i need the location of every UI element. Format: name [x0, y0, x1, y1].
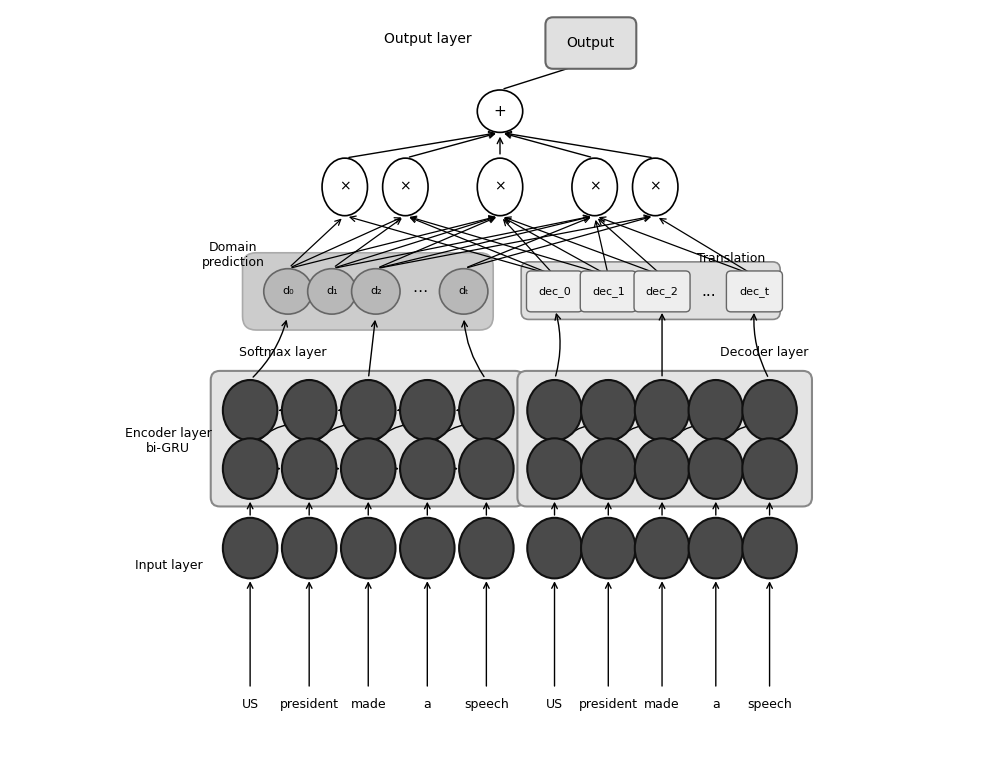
- Text: Domain
prediction: Domain prediction: [202, 241, 265, 269]
- Text: speech: speech: [464, 698, 509, 711]
- Ellipse shape: [223, 518, 277, 578]
- Ellipse shape: [439, 269, 488, 314]
- Ellipse shape: [223, 439, 277, 499]
- Ellipse shape: [689, 518, 743, 578]
- Ellipse shape: [341, 439, 396, 499]
- Text: a: a: [712, 698, 720, 711]
- Ellipse shape: [459, 380, 514, 441]
- Text: speech: speech: [747, 698, 792, 711]
- Ellipse shape: [742, 518, 797, 578]
- Ellipse shape: [282, 380, 336, 441]
- Text: ...: ...: [701, 284, 716, 299]
- Ellipse shape: [341, 380, 396, 441]
- Ellipse shape: [459, 439, 514, 499]
- FancyBboxPatch shape: [634, 271, 690, 312]
- Ellipse shape: [742, 439, 797, 499]
- Text: ×: ×: [589, 180, 600, 194]
- Ellipse shape: [527, 518, 582, 578]
- FancyBboxPatch shape: [211, 371, 524, 506]
- Text: ×: ×: [400, 180, 411, 194]
- Ellipse shape: [635, 439, 689, 499]
- Text: ×: ×: [649, 180, 661, 194]
- Text: dₜ: dₜ: [458, 287, 469, 296]
- Text: ×: ×: [339, 180, 351, 194]
- Ellipse shape: [477, 158, 523, 216]
- Ellipse shape: [581, 380, 636, 441]
- Ellipse shape: [400, 439, 455, 499]
- Ellipse shape: [635, 380, 689, 441]
- Ellipse shape: [633, 158, 678, 216]
- Ellipse shape: [527, 380, 582, 441]
- Ellipse shape: [689, 439, 743, 499]
- Text: Output: Output: [567, 36, 615, 50]
- Text: ×: ×: [494, 180, 506, 194]
- Text: Translation: Translation: [697, 252, 765, 265]
- Ellipse shape: [341, 518, 396, 578]
- Text: dec_2: dec_2: [646, 286, 678, 297]
- Text: Output layer: Output layer: [384, 32, 472, 46]
- Ellipse shape: [527, 439, 582, 499]
- Text: US: US: [546, 698, 563, 711]
- Ellipse shape: [477, 90, 523, 132]
- Text: d₂: d₂: [370, 287, 382, 296]
- Text: US: US: [242, 698, 259, 711]
- Text: made: made: [644, 698, 680, 711]
- Ellipse shape: [223, 380, 277, 441]
- Ellipse shape: [581, 439, 636, 499]
- FancyBboxPatch shape: [527, 271, 583, 312]
- FancyBboxPatch shape: [580, 271, 636, 312]
- Ellipse shape: [322, 158, 367, 216]
- Ellipse shape: [352, 269, 400, 314]
- Text: president: president: [280, 698, 339, 711]
- Ellipse shape: [581, 518, 636, 578]
- Text: Decoder layer: Decoder layer: [720, 347, 808, 359]
- Ellipse shape: [400, 380, 455, 441]
- Text: dec_0: dec_0: [538, 286, 571, 297]
- Text: Input layer: Input layer: [135, 559, 202, 572]
- FancyBboxPatch shape: [517, 371, 812, 506]
- Text: a: a: [423, 698, 431, 711]
- FancyBboxPatch shape: [521, 262, 780, 319]
- Text: dec_1: dec_1: [592, 286, 625, 297]
- Ellipse shape: [459, 518, 514, 578]
- Ellipse shape: [383, 158, 428, 216]
- Ellipse shape: [282, 518, 336, 578]
- Ellipse shape: [635, 518, 689, 578]
- FancyBboxPatch shape: [545, 17, 636, 69]
- Ellipse shape: [742, 380, 797, 441]
- Ellipse shape: [282, 439, 336, 499]
- Text: Softmax layer: Softmax layer: [239, 347, 326, 359]
- Text: ⋯: ⋯: [412, 284, 427, 299]
- FancyBboxPatch shape: [243, 253, 493, 330]
- FancyBboxPatch shape: [726, 271, 782, 312]
- Text: d₀: d₀: [282, 287, 294, 296]
- Ellipse shape: [308, 269, 356, 314]
- Ellipse shape: [689, 380, 743, 441]
- Ellipse shape: [572, 158, 617, 216]
- Text: d₁: d₁: [326, 287, 338, 296]
- Text: made: made: [350, 698, 386, 711]
- Text: dec_t: dec_t: [739, 286, 769, 297]
- Text: president: president: [579, 698, 638, 711]
- Ellipse shape: [400, 518, 455, 578]
- Ellipse shape: [264, 269, 312, 314]
- Text: Encoder layer
bi-GRU: Encoder layer bi-GRU: [125, 426, 212, 454]
- Text: +: +: [494, 103, 506, 119]
